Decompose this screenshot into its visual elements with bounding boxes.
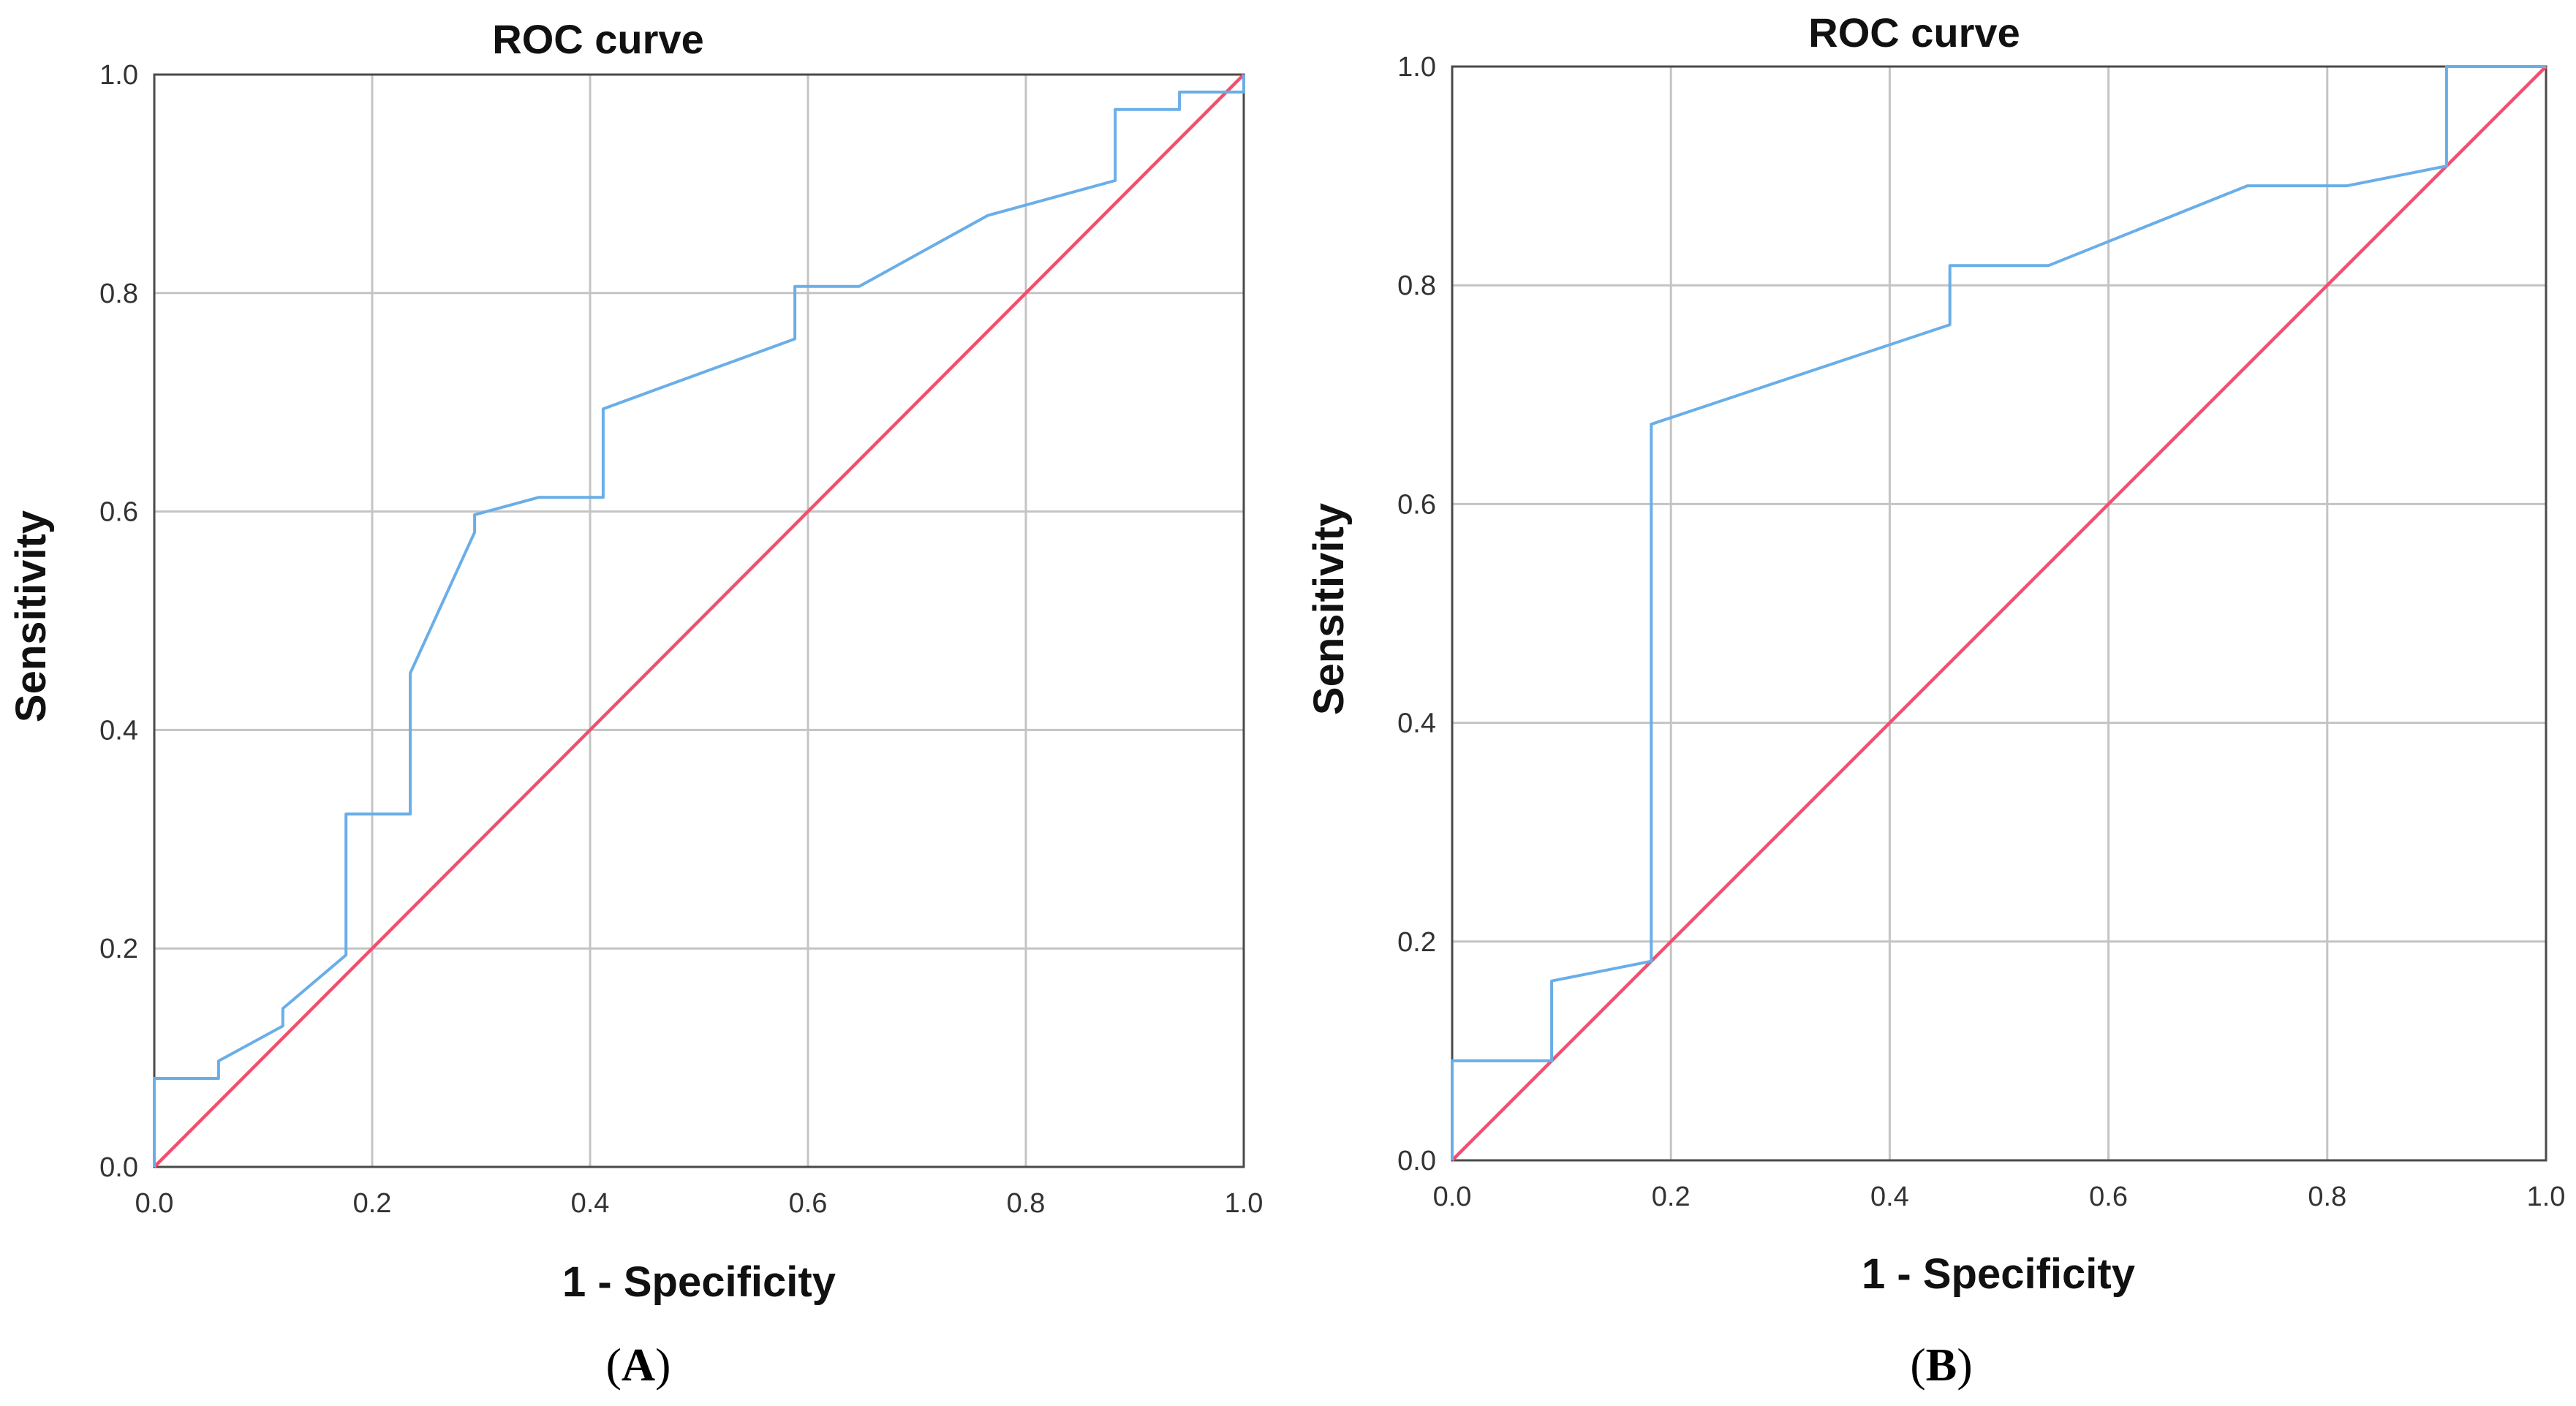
y-tick-label: 0.2	[99, 934, 138, 964]
x-tick-label: 0.8	[1007, 1188, 1046, 1219]
x-tick-label: 0.4	[1870, 1182, 1909, 1212]
chart-panel-b: ROC curve 1 - Specificity Sensitivity 0.…	[1305, 10, 2565, 1298]
plot-frame	[1451, 65, 2547, 1162]
y-tick-label: 1.0	[99, 60, 138, 91]
y-tick-label: 0.8	[1397, 271, 1436, 301]
x-axis-label: 1 - Specificity	[562, 1258, 836, 1306]
chart-title: ROC curve	[1808, 10, 2020, 56]
roc-curve-line	[1451, 65, 2546, 1160]
y-axis-label: Sensitivity	[7, 510, 55, 722]
x-tick-label: 0.0	[1433, 1182, 1472, 1212]
reference-diagonal-line	[1451, 65, 2547, 1162]
x-tick-label: 0.2	[353, 1188, 392, 1219]
x-tick-label: 0.6	[789, 1188, 828, 1219]
plot-frame	[153, 73, 1245, 1168]
reference-diagonal-line	[153, 73, 1245, 1168]
panel-letter: A	[621, 1339, 656, 1391]
x-tick-label: 0.8	[2308, 1182, 2346, 1212]
x-tick-label: 1.0	[1225, 1188, 1264, 1219]
y-tick-label: 1.0	[1397, 52, 1436, 83]
x-axis-label: 1 - Specificity	[1862, 1250, 2135, 1298]
panel-label-b: (B)	[1910, 1339, 1973, 1391]
x-tick-label: 0.6	[2089, 1182, 2128, 1212]
y-axis-label: Sensitivity	[1305, 503, 1353, 715]
chart-title: ROC curve	[492, 16, 703, 62]
panel-label-a: (A)	[605, 1339, 671, 1391]
y-tick-label: 0.0	[1397, 1146, 1436, 1176]
roc-curve-line	[153, 75, 1245, 1167]
y-tick-label: 0.6	[1397, 489, 1436, 520]
x-tick-label: 0.0	[135, 1188, 174, 1219]
x-tick-label: 1.0	[2527, 1182, 2566, 1212]
x-tick-label: 0.2	[1652, 1182, 1691, 1212]
y-tick-label: 0.4	[1397, 708, 1436, 739]
y-tick-label: 0.4	[99, 715, 138, 746]
y-tick-label: 0.8	[99, 279, 138, 309]
y-tick-label: 0.2	[1397, 927, 1436, 958]
y-tick-label: 0.6	[99, 497, 138, 528]
panel-letter: B	[1925, 1339, 1957, 1391]
x-tick-label: 0.4	[571, 1188, 610, 1219]
chart-panel-a: ROC curve 1 - Specificity Sensitivity 0.…	[7, 16, 1263, 1306]
y-tick-label: 0.0	[99, 1152, 138, 1183]
